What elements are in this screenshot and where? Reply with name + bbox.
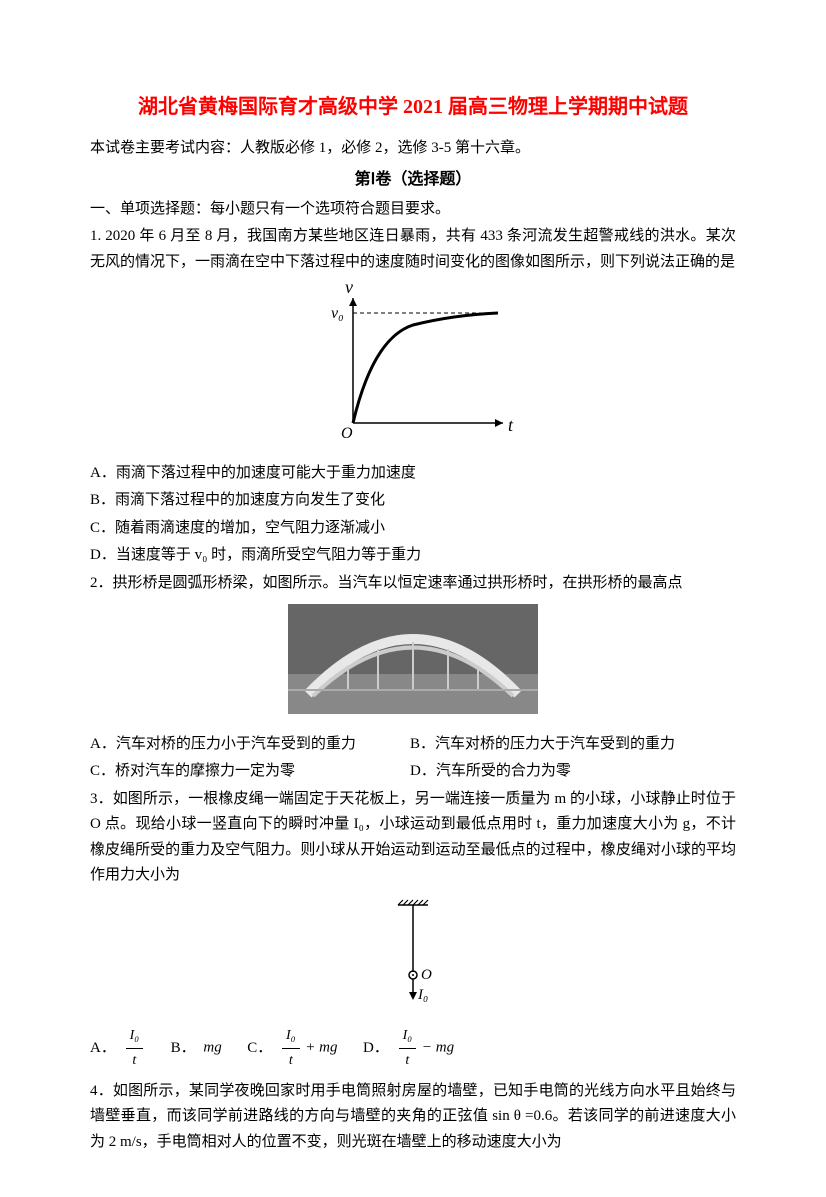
question-3-text: 3．如图所示，一根橡皮绳一端固定于天花板上，另一端连接一质量为 m 的小球，小球… [90,787,736,889]
velocity-time-graph: v₀ v t O [303,283,523,443]
arch-bridge-image [288,604,538,714]
option-c-fraction: I₀ t [282,1024,300,1073]
option-d-suffix: − mg [422,1040,454,1056]
question-1-option-c: C．随着雨滴速度的增加，空气阻力逐渐减小 [90,516,736,542]
svg-text:I₀: I₀ [417,987,428,1003]
instruction-text: 一、单项选择题：每小题只有一个选项符合题目要求。 [90,197,736,223]
question-1-figure: v₀ v t O [90,283,736,453]
question-3-figure: O I₀ [90,897,736,1017]
option-d-label: D． [363,1040,389,1056]
section-header: 第Ⅰ卷（选择题） [90,166,736,193]
question-2-option-a: A．汽车对桥的压力小于汽车受到的重力 [90,732,410,758]
question-1-option-b: B．雨滴下落过程中的加速度方向发生了变化 [90,488,736,514]
question-4-text: 4．如图所示，某同学夜晚回家时用手电筒照射房屋的墙壁，已知手电筒的光线方向水平且… [90,1079,736,1156]
svg-text:v: v [345,283,353,297]
option-b-label: B． [171,1040,196,1056]
exam-scope: 本试卷主要考试内容：人教版必修 1，必修 2，选修 3-5 第十六章。 [90,136,736,162]
question-2-text: 2．拱形桥是圆弧形桥梁，如图所示。当汽车以恒定速率通过拱形桥时，在拱形桥的最高点 [90,571,736,597]
option-a-label: A． [90,1040,116,1056]
question-2-options-row2: C．桥对汽车的摩擦力一定为零 D．汽车所受的合力为零 [90,759,736,785]
question-2-option-b: B．汽车对桥的压力大于汽车受到的重力 [410,732,675,758]
svg-text:O: O [341,425,353,442]
option-b-text: mg [203,1040,221,1056]
svg-text:t: t [508,415,514,435]
option-c-label: C． [247,1040,272,1056]
option-d-fraction: I₀ t [399,1024,417,1073]
question-2-options-row1: A．汽车对桥的压力小于汽车受到的重力 B．汽车对桥的压力大于汽车受到的重力 [90,732,736,758]
svg-text:v₀: v₀ [331,305,344,322]
question-1-text: 1. 2020 年 6 月至 8 月，我国南方某些地区连日暴雨，共有 433 条… [90,224,736,275]
question-2-option-d: D．汽车所受的合力为零 [410,759,571,785]
option-a-fraction: I₀ t [126,1024,144,1073]
option-c-suffix: + mg [305,1040,337,1056]
question-1-option-d: D．当速度等于 v₀ 时，雨滴所受空气阻力等于重力 [90,543,736,569]
question-2-figure [90,604,736,724]
question-1-option-a: A．雨滴下落过程中的加速度可能大于重力加速度 [90,461,736,487]
svg-text:O: O [421,967,432,983]
question-2-option-c: C．桥对汽车的摩擦力一定为零 [90,759,410,785]
question-3-options: A． I₀ t B． mg C． I₀ t + mg D． I₀ t − mg [90,1024,736,1073]
page-title: 湖北省黄梅国际育才高级中学 2021 届高三物理上学期期中试题 [90,90,736,124]
pendulum-diagram: O I₀ [373,897,453,1007]
